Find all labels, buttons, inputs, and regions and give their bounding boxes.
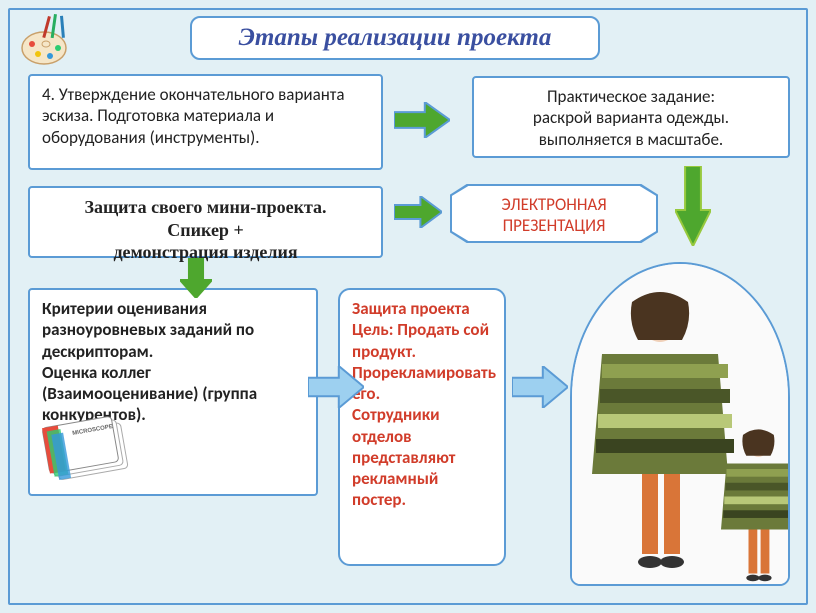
flow-arrow	[512, 366, 568, 408]
flow-arrow	[394, 102, 450, 138]
flow-arrow	[675, 166, 711, 246]
criteria-box: Критерии оценивания разноуровневых задан…	[28, 288, 318, 496]
papers-icon: MICROSCOPE	[36, 408, 146, 486]
page-title: Этапы реализации проекта	[190, 16, 600, 60]
model-image	[570, 262, 790, 586]
flow-arrow	[308, 366, 364, 408]
flow-arrow	[394, 196, 442, 228]
palette-icon	[18, 14, 72, 68]
practical-task-box: Практическое задание:раскрой варианта од…	[472, 76, 790, 158]
presentation-box: ЭЛЕКТРОННАЯ ПРЕЗЕНТАЦИЯ	[452, 186, 656, 241]
flow-arrow	[180, 258, 212, 298]
project-defense-box: Защита проектаЦель: Продать сой продукт.…	[338, 288, 506, 566]
defense-box: Защита своего мини-проекта.Спикер +демон…	[28, 186, 383, 258]
stage-4-box: 4. Утверждение окончательного варианта э…	[28, 74, 383, 170]
